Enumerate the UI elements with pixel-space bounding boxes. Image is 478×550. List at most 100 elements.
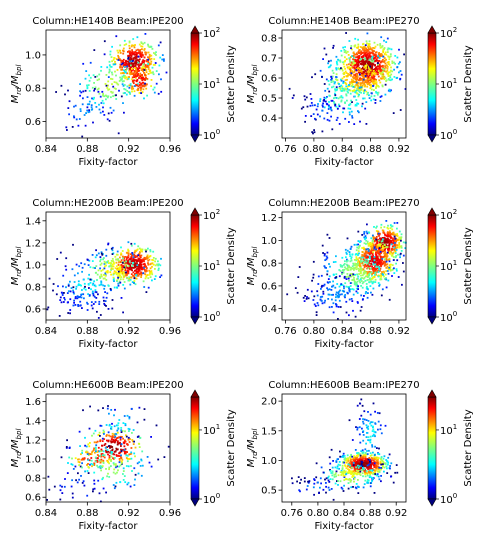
scatter-point [356, 280, 359, 283]
scatter-point [87, 472, 90, 474]
scatter-point [345, 473, 347, 476]
scatter-point [95, 456, 97, 459]
scatter-point [384, 234, 387, 237]
scatter-point [394, 256, 397, 259]
scatter-point [371, 81, 374, 84]
scatter-point [381, 256, 384, 259]
scatter-point [73, 116, 76, 119]
scatter-point [90, 304, 93, 307]
scatter-point [93, 96, 95, 99]
scatter-point [321, 302, 324, 305]
scatter-point [373, 270, 376, 272]
scatter-point [370, 454, 373, 457]
scatter-point [116, 49, 119, 52]
scatter-point [131, 470, 133, 472]
scatter-point [140, 274, 143, 277]
scatter-point [130, 87, 133, 90]
scatter-point [355, 62, 358, 65]
scatter-point [133, 65, 136, 68]
scatter-point [364, 44, 367, 47]
scatter-point [383, 264, 386, 267]
scatter-point [350, 72, 353, 75]
scatter-point [119, 256, 121, 259]
scatter-point [143, 256, 146, 259]
scatter-point [333, 474, 336, 476]
scatter-point [348, 113, 351, 116]
scatter-point [385, 270, 388, 272]
scatter-point [348, 89, 351, 91]
scatter-point [348, 40, 351, 42]
scatter-point [330, 78, 332, 81]
scatter-point [380, 223, 383, 226]
scatter-point [355, 99, 358, 101]
scatter-point [130, 45, 133, 48]
scatter-point [92, 488, 95, 491]
scatter-point [396, 227, 398, 230]
scatter-point [354, 84, 357, 87]
scatter-point [365, 64, 368, 66]
scatter-point [390, 233, 393, 235]
scatter-point [359, 51, 362, 53]
scatter-point [381, 459, 383, 462]
scatter-point [141, 464, 144, 467]
scatter-point [372, 249, 375, 252]
scatter-point [345, 93, 348, 96]
scatter-point [124, 430, 126, 433]
scatter-point [105, 451, 108, 454]
scatter-point [133, 282, 135, 284]
scatter-point [355, 287, 358, 290]
scatter-point [366, 68, 369, 71]
scatter-point [121, 273, 124, 276]
scatter-point [357, 51, 360, 53]
scatter-point [393, 222, 396, 224]
scatter-point [378, 284, 381, 287]
scatter-point [347, 460, 350, 462]
scatter-point [357, 479, 359, 481]
scatter-point [387, 272, 390, 275]
scatter-point [368, 272, 371, 275]
tick-label: 102 [440, 26, 457, 40]
scatter-point [101, 90, 104, 93]
scatter-point [388, 64, 391, 66]
scatter-point [357, 275, 360, 278]
scatter-point [115, 258, 118, 261]
scatter-point [332, 80, 335, 83]
scatter-point [365, 243, 367, 245]
scatter-point [385, 246, 387, 249]
scatter-point [339, 284, 342, 286]
scatter-point [325, 258, 328, 261]
scatter-point [343, 88, 346, 91]
scatter-point [73, 301, 75, 304]
scatter-point [92, 98, 95, 101]
scatter-point [386, 67, 389, 70]
scatter-point [120, 63, 123, 66]
scatter-point [76, 297, 79, 300]
scatter-point [361, 84, 364, 87]
scatter-point [134, 61, 136, 63]
scatter-point [335, 55, 338, 58]
scatter-point [372, 47, 374, 49]
scatter-point [378, 260, 380, 263]
scatter-point [85, 70, 88, 72]
scatter-point [352, 267, 355, 269]
scatter-point [113, 280, 115, 282]
scatter-point [359, 474, 362, 476]
scatter-point [354, 78, 357, 81]
scatter-point [372, 263, 375, 266]
scatter-point [154, 62, 157, 64]
scatter-point [372, 272, 375, 274]
scatter-point [337, 463, 340, 466]
scatter-point [351, 458, 353, 461]
scatter-point [139, 86, 141, 89]
plot-title: Column:HE600B Beam:IPE200 [32, 380, 183, 391]
scatter-point [354, 459, 356, 462]
scatter-point [140, 273, 143, 275]
scatter-point [112, 471, 115, 474]
scatter-point [100, 280, 103, 283]
scatter-point [66, 439, 68, 442]
scatter-points [46, 241, 163, 319]
scatter-point [364, 451, 367, 454]
scatter-point [133, 452, 136, 455]
scatter-point [69, 312, 71, 315]
